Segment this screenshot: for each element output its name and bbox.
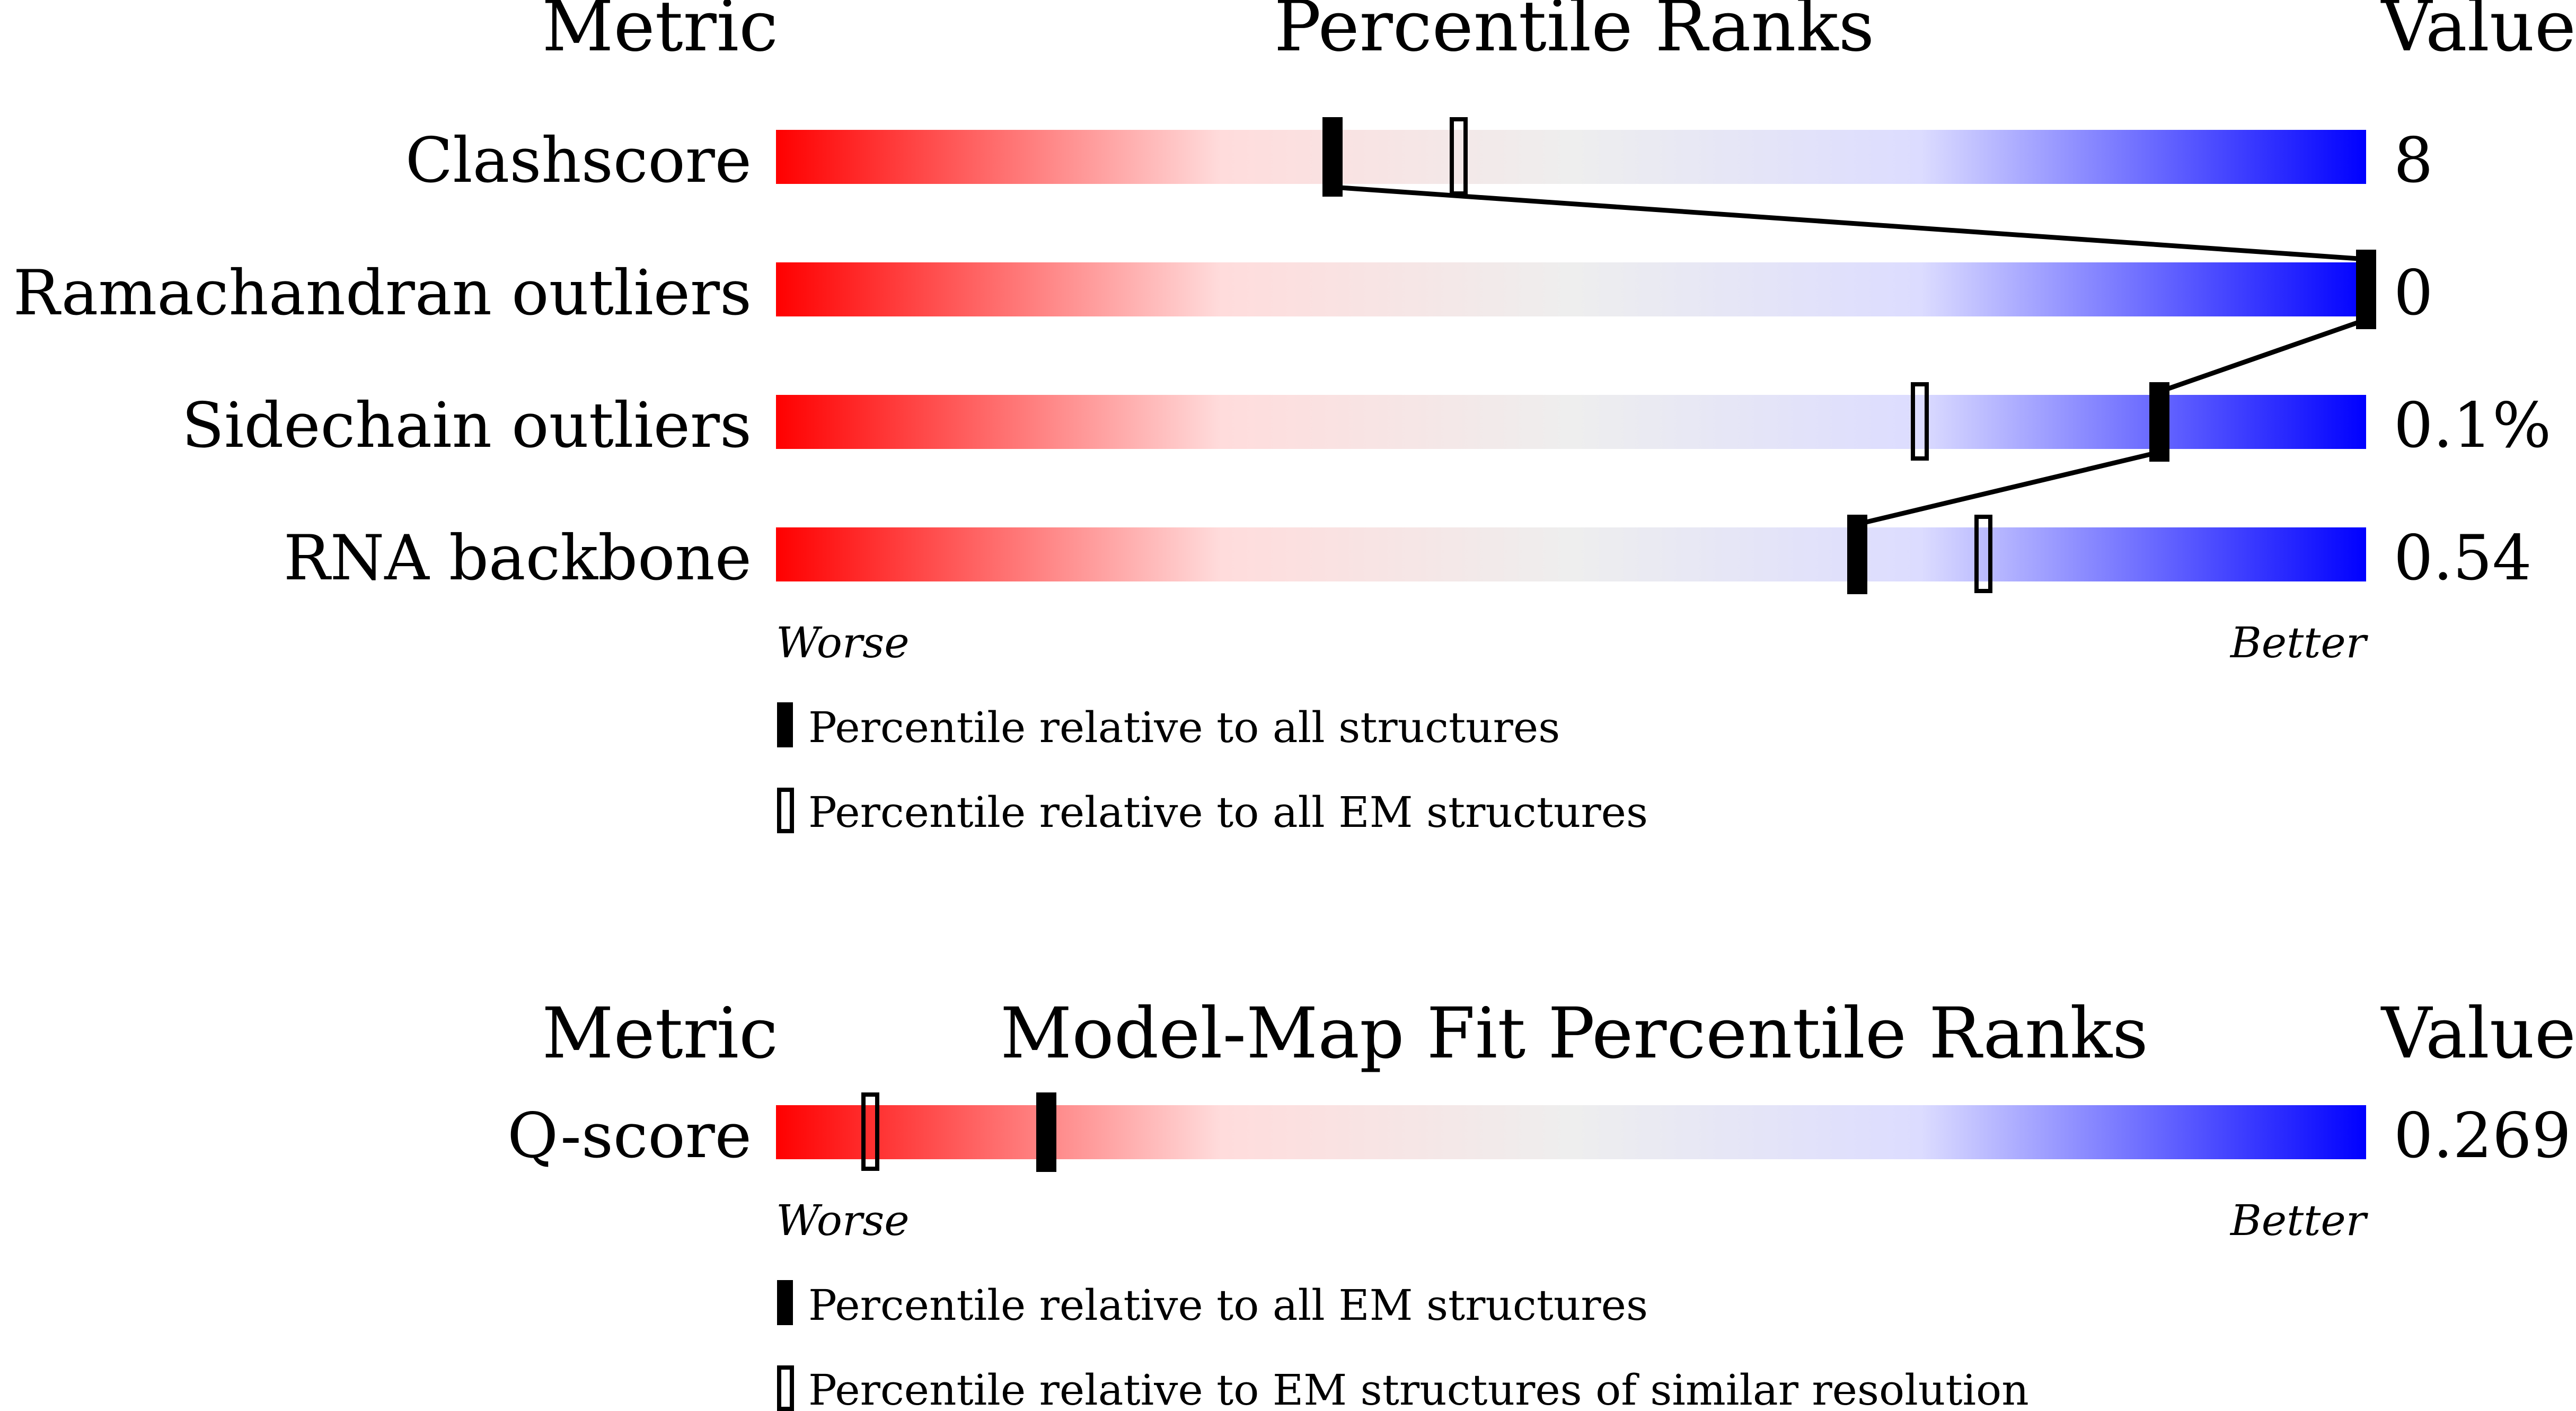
percentile-bar <box>776 130 2366 184</box>
legend-label: Percentile relative to all EM structures <box>808 1281 1648 1330</box>
filled-percentile-marker <box>2356 250 2376 329</box>
percentile-bar <box>776 527 2366 581</box>
chart-title: Model-Map Fit Percentile Ranks <box>1000 993 2148 1074</box>
worse-label: Worse <box>776 618 910 667</box>
metric-row: Sidechain outliers 0.1% <box>182 389 2551 462</box>
legend-label: Percentile relative to all structures <box>808 703 1560 752</box>
percentile-bar <box>776 395 2366 449</box>
panel-model-map-fit: Metric Model-Map Fit Percentile Ranks Va… <box>507 993 2576 1411</box>
metric-label: Clashscore <box>405 124 752 197</box>
better-label: Better <box>2229 1196 2369 1245</box>
metric-value: 0.54 <box>2394 522 2532 594</box>
legend: Percentile relative to all EM structures… <box>777 1280 2029 1411</box>
filled-percentile-marker <box>1847 515 1867 594</box>
metric-label: Ramachandran outliers <box>13 257 752 329</box>
legend-label: Percentile relative to EM structures of … <box>808 1365 2029 1411</box>
legend-open-marker <box>777 1365 794 1411</box>
metric-value: 8 <box>2394 124 2433 197</box>
metric-value: 0.1% <box>2394 389 2551 462</box>
metric-header: Metric <box>542 993 778 1074</box>
metric-row: Ramachandran outliers 0 <box>13 257 2433 329</box>
filled-percentile-marker <box>2149 382 2169 462</box>
legend-filled-marker <box>777 702 793 747</box>
metric-label: Sidechain outliers <box>182 389 752 462</box>
percentile-markers <box>1322 117 2376 594</box>
legend: Percentile relative to all structures Pe… <box>777 702 1648 837</box>
filled-percentile-marker <box>1036 1092 1056 1172</box>
percentile-bar <box>776 262 2366 316</box>
percentile-markers <box>861 1092 1056 1172</box>
metric-row: Clashscore 8 <box>405 124 2433 197</box>
filled-percentile-marker <box>1322 117 1343 197</box>
open-percentile-marker <box>1450 117 1468 196</box>
worse-label: Worse <box>776 1196 910 1245</box>
legend-open-marker <box>777 788 794 833</box>
metric-header: Metric <box>542 0 778 67</box>
open-percentile-marker <box>1974 515 1992 593</box>
panel-percentile-ranks: Metric Percentile Ranks Value Clashscore… <box>13 0 2576 837</box>
better-label: Better <box>2229 618 2369 667</box>
value-header: Value <box>2380 993 2576 1074</box>
open-percentile-marker <box>861 1092 879 1171</box>
metric-label: Q-score <box>507 1099 752 1172</box>
metric-row: Q-score 0.269 <box>507 1099 2571 1172</box>
value-header: Value <box>2380 0 2576 67</box>
percentile-connector-line <box>1332 184 2369 527</box>
percentile-bar <box>776 1105 2366 1159</box>
metric-row: RNA backbone 0.54 <box>284 522 2532 594</box>
open-percentile-marker <box>1911 382 1929 461</box>
chart-title: Percentile Ranks <box>1274 0 1875 67</box>
metric-value: 0.269 <box>2394 1099 2571 1172</box>
metric-value: 0 <box>2394 257 2433 329</box>
legend-filled-marker <box>777 1280 793 1325</box>
legend-label: Percentile relative to all EM structures <box>808 788 1648 837</box>
metric-label: RNA backbone <box>284 522 752 594</box>
